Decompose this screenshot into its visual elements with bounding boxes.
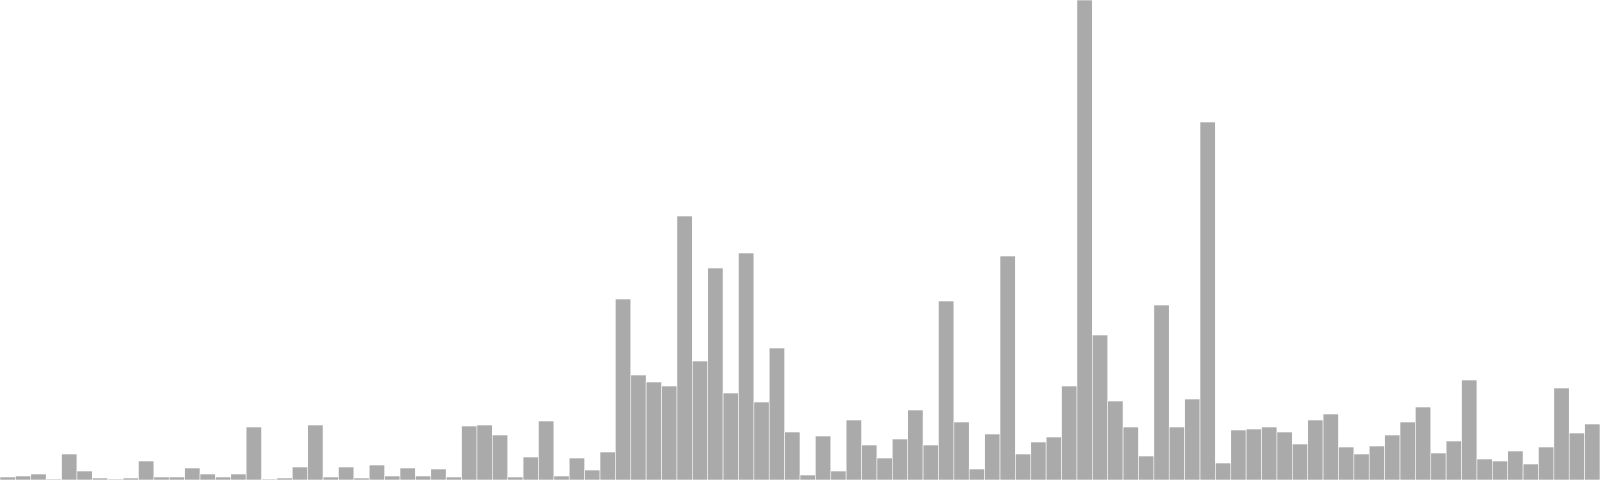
bar-10 [138,460,155,480]
bar-61 [922,444,939,480]
bar-14 [199,473,216,480]
bar-85 [1292,443,1308,480]
bar-51 [768,347,785,480]
bar-93 [1415,406,1432,480]
bar-64 [968,468,985,480]
bar-40 [599,451,616,480]
bar-50 [753,401,770,480]
bar-78 [1184,398,1201,480]
bar-17 [245,426,262,480]
bar-98 [1492,460,1508,480]
bar-71 [1076,0,1093,480]
bar-104 [1584,423,1600,480]
bar-53 [799,474,816,480]
bar-3 [30,473,47,480]
bar-49 [738,252,755,480]
bar-6 [76,470,93,480]
bar-101 [1538,446,1555,480]
bar-76 [1153,304,1170,480]
bar-31 [461,425,478,480]
bar-95 [1445,440,1462,480]
bar-37 [553,475,570,480]
bar-26 [384,475,401,480]
bar-62 [938,300,955,480]
bar-100 [1522,463,1539,480]
bar-21 [307,424,324,480]
bar-33 [492,434,508,480]
bar-13 [184,467,201,480]
bar-5 [61,453,78,480]
bar-20 [292,466,308,480]
bar-72 [1092,334,1108,480]
bar-25 [368,464,385,480]
bar-75 [1138,455,1155,480]
bar-58 [876,457,893,480]
bar-73 [1107,400,1124,480]
bar-35 [522,456,539,480]
bar-86 [1307,419,1324,480]
bar-90 [1368,445,1385,480]
bar-46 [692,360,708,480]
bar-27 [399,467,416,480]
bar-99 [1507,450,1524,480]
bar-70 [1061,385,1078,480]
bar-81 [1230,429,1247,480]
bar-55 [830,470,847,480]
bar-47 [707,267,724,480]
bar-68 [1030,441,1047,480]
bar-56 [845,419,862,480]
bar-65 [984,433,1001,480]
bar-38 [568,457,585,480]
bar-88 [1338,446,1355,480]
bar-79 [1199,121,1216,480]
bar-97 [1476,458,1493,480]
bar-83 [1261,426,1278,480]
bar-42 [630,374,647,480]
bar-63 [953,421,970,480]
bar-96 [1461,379,1478,480]
bar-84 [1276,431,1293,480]
bar-16 [230,473,247,480]
bar-82 [1245,428,1262,480]
bar-52 [784,431,801,480]
bar-29 [430,468,447,480]
bar-67 [1015,453,1032,480]
bar-48 [722,392,739,480]
bar-60 [907,409,924,480]
bar-89 [1353,453,1370,480]
bar-45 [676,215,693,480]
bar-103 [1568,432,1585,480]
bar-91 [1384,434,1401,480]
bar-2 [15,475,32,480]
bar-57 [861,444,878,480]
bar-23 [338,466,355,480]
bar-80 [1215,462,1232,480]
bar-92 [1399,421,1416,480]
bar-28 [415,475,432,480]
bar-39 [584,469,601,480]
bar-32 [476,424,493,480]
bar-43 [645,381,662,480]
bar-77 [1168,426,1185,480]
bar-36 [538,420,555,480]
bar-44 [661,385,678,480]
bar-102 [1553,387,1570,480]
bar-41 [615,298,632,480]
bar-69 [1045,436,1062,480]
bar-74 [1122,426,1139,480]
bar-54 [815,435,832,480]
bar-59 [892,438,908,480]
bar-94 [1430,452,1447,480]
bar-66 [999,255,1016,480]
bar-87 [1322,413,1339,480]
